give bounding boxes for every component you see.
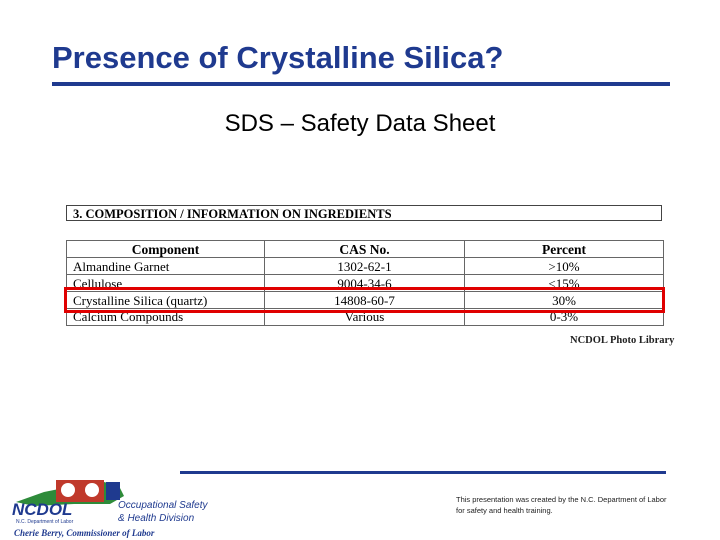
cell-percent: >10% — [464, 257, 664, 275]
logo-division-line2: & Health Division — [118, 513, 195, 524]
silica-row-highlight — [64, 287, 665, 313]
column-header-component: Component — [66, 240, 265, 258]
cell-component: Almandine Garnet — [66, 257, 265, 275]
logo-division-line1: Occupational Safety — [118, 500, 208, 511]
table-header-row: Component CAS No. Percent — [66, 240, 664, 258]
column-header-percent: Percent — [464, 240, 664, 258]
title-underline — [52, 82, 670, 86]
slide-subtitle: SDS – Safety Data Sheet — [224, 110, 496, 137]
logo-department: N.C. Department of Labor — [16, 519, 74, 525]
slide-title: Presence of Crystalline Silica? — [52, 40, 504, 75]
photo-credit: NCDOL Photo Library — [570, 335, 675, 346]
table-row: Almandine Garnet 1302-62-1 >10% — [66, 257, 664, 275]
column-header-cas: CAS No. — [264, 240, 465, 258]
cell-cas: 1302-62-1 — [264, 257, 465, 275]
section-heading: 3. COMPOSITION / INFORMATION ON INGREDIE… — [66, 205, 662, 221]
cell-cas: 14808-60-7 — [264, 291, 465, 309]
footer-text: This presentation was created by the N.C… — [456, 495, 667, 515]
logo-wordmark: NCDOL — [12, 500, 73, 519]
ingredients-table: Component CAS No. Percent Almandine Garn… — [66, 240, 664, 326]
table-row: Crystalline Silica (quartz) 14808-60-7 3… — [66, 291, 664, 309]
ncdol-logo — [16, 480, 124, 506]
footer-rule — [180, 471, 666, 474]
logo-commissioner: Cherie Berry, Commissioner of Labor — [14, 528, 155, 538]
